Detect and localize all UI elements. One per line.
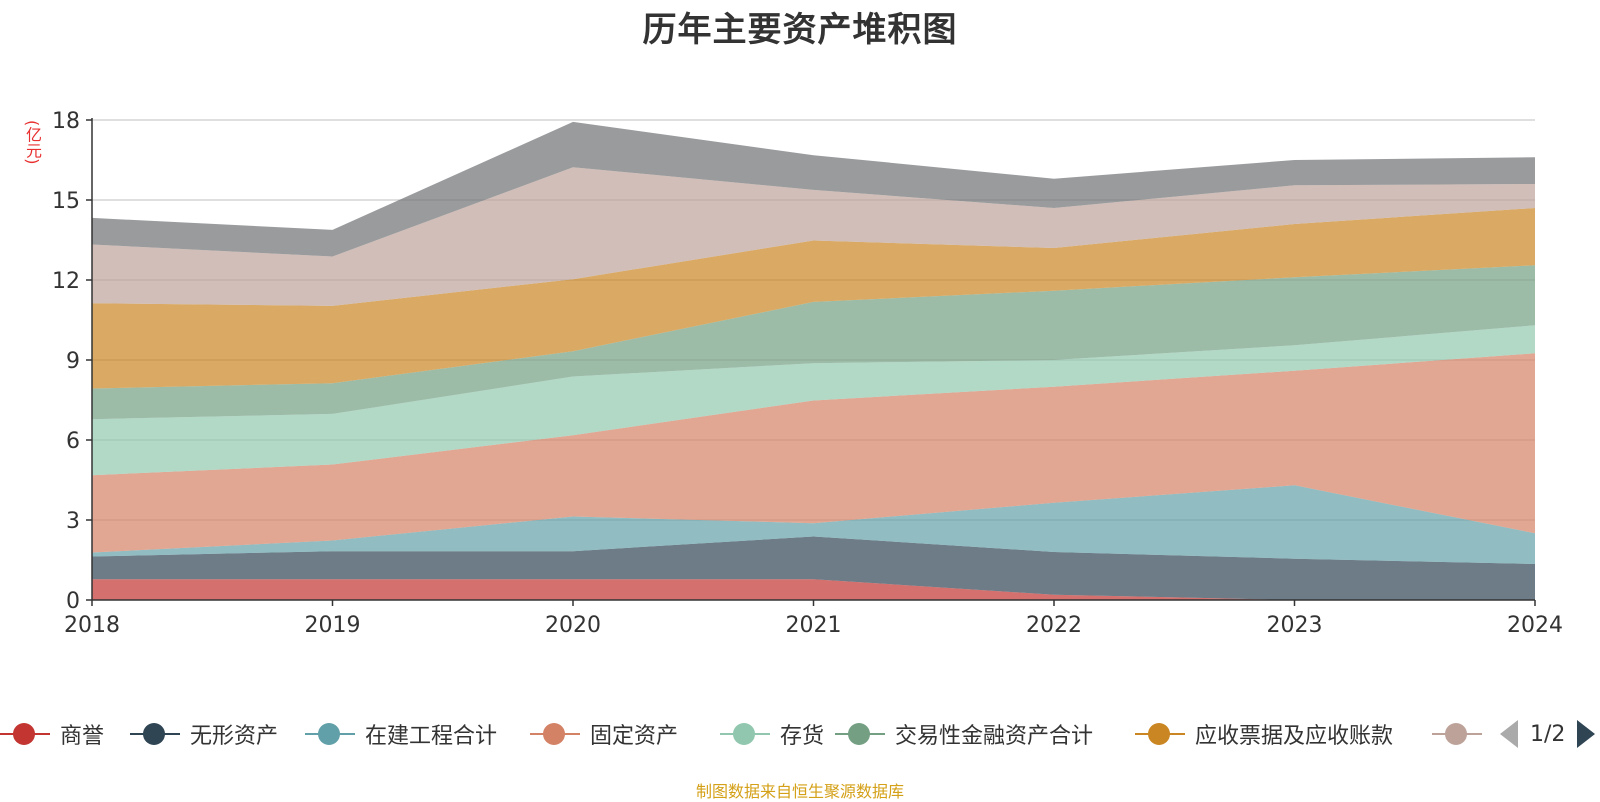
legend-item[interactable]: 固定资产 xyxy=(530,716,678,752)
legend-label: 固定资产 xyxy=(590,724,679,749)
legend-pager: 1/2 xyxy=(1500,716,1596,752)
x-tick-label: 2021 xyxy=(786,613,842,638)
legend: 商誉 无形资产 在建工程合计 固定资产 存货 交易性金融资产合计 应收票据及应收账款 xyxy=(0,716,1600,756)
y-axis-unit-label: (亿元) xyxy=(23,120,42,165)
y-tick-label: 0 xyxy=(66,589,80,614)
x-tick-label: 2019 xyxy=(305,613,361,638)
legend-item[interactable]: 在建工程合计 xyxy=(305,716,497,752)
x-tick-label: 2020 xyxy=(545,613,601,638)
area-series xyxy=(92,121,1535,600)
x-tick-label: 2018 xyxy=(64,613,120,638)
area-series-6 xyxy=(92,208,1535,389)
legend-next-page-button[interactable] xyxy=(1577,720,1596,748)
area-series-7 xyxy=(92,167,1535,306)
legend-swatch-icon xyxy=(1135,716,1185,752)
legend-item[interactable]: 存货 xyxy=(720,716,824,752)
area-series-3 xyxy=(92,353,1535,553)
legend-prev-page-button[interactable] xyxy=(1500,720,1518,748)
y-tick-label: 15 xyxy=(52,189,80,214)
legend-label: 无形资产 xyxy=(190,724,279,749)
y-tick-label: 6 xyxy=(66,429,80,454)
x-tick-label: 2024 xyxy=(1507,613,1563,638)
area-series-8 xyxy=(92,121,1535,257)
y-tick-label: 12 xyxy=(52,269,80,294)
legend-label: 在建工程合计 xyxy=(365,724,498,749)
legend-swatch-icon xyxy=(0,716,50,752)
x-tick-label: 2023 xyxy=(1267,613,1323,638)
area-series-5 xyxy=(92,265,1535,420)
axes: 0 3 6 9 12 15 18 2018 2019 2020 2021 2022 2023 2024 xyxy=(52,109,1563,638)
y-tick-label: 18 xyxy=(52,109,80,134)
legend-swatch-icon xyxy=(530,716,580,752)
legend-swatch-icon xyxy=(130,716,180,752)
stacked-area-chart: 0 3 6 9 12 15 18 2018 2019 2020 2021 2022 2023 2024 xyxy=(52,109,1563,638)
legend-swatch-icon xyxy=(1432,716,1482,752)
legend-swatch-icon xyxy=(305,716,355,752)
area-series-0 xyxy=(92,579,1535,600)
legend-label: 存货 xyxy=(780,724,825,749)
legend-label: 商誉 xyxy=(60,724,105,749)
legend-item[interactable] xyxy=(1432,716,1482,752)
source-note: 制图数据来自恒生聚源数据库 xyxy=(695,782,904,801)
y-tick-label: 9 xyxy=(66,349,80,374)
legend-label: 应收票据及应收账款 xyxy=(1195,724,1394,749)
legend-item[interactable]: 应收票据及应收账款 xyxy=(1135,716,1393,752)
legend-item[interactable]: 交易性金融资产合计 xyxy=(835,716,1093,752)
area-series-2 xyxy=(92,485,1535,564)
legend-item[interactable]: 商誉 xyxy=(0,716,104,752)
area-series-4 xyxy=(92,325,1535,476)
legend-page-indicator: 1/2 xyxy=(1530,721,1566,747)
legend-label: 交易性金融资产合计 xyxy=(895,724,1094,749)
y-tick-label: 3 xyxy=(66,509,80,534)
legend-item[interactable]: 无形资产 xyxy=(130,716,278,752)
area-series-1 xyxy=(92,536,1535,600)
chart-title: 历年主要资产堆积图 xyxy=(642,10,958,50)
x-tick-label: 2022 xyxy=(1026,613,1082,638)
legend-swatch-icon xyxy=(720,716,770,752)
legend-swatch-icon xyxy=(835,716,885,752)
